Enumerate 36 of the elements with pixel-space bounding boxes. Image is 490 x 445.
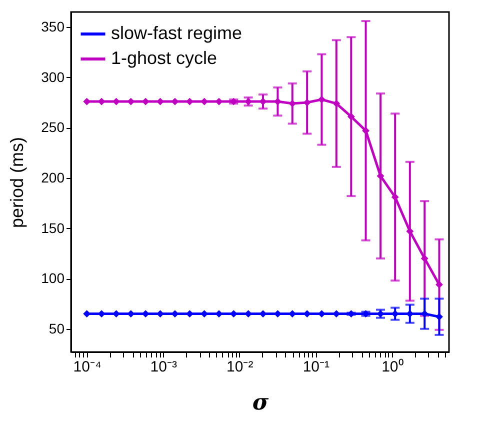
point: [259, 98, 267, 106]
point: [215, 98, 223, 106]
x-tick-label: 10⁻⁴: [73, 358, 102, 376]
point: [112, 310, 120, 318]
y-tick-label: 200: [41, 169, 65, 186]
legend-label: 1-ghost cycle: [111, 48, 218, 68]
point: [98, 98, 106, 106]
x-tick-label: 10⁻¹: [302, 358, 330, 376]
point: [142, 98, 150, 106]
point: [332, 100, 340, 108]
point: [156, 310, 164, 318]
point: [391, 193, 399, 201]
x-tick-label: 10⁰: [382, 358, 404, 376]
point: [376, 172, 384, 180]
point: [420, 254, 428, 262]
x-axis-title: σ: [252, 390, 270, 416]
point: [274, 310, 282, 318]
point: [318, 96, 326, 104]
point: [274, 98, 282, 106]
y-tick-label: 50: [48, 320, 65, 336]
point: [171, 98, 179, 106]
point: [347, 112, 355, 120]
y-tick-label: 100: [41, 270, 65, 286]
point: [436, 280, 443, 288]
point: [436, 313, 443, 320]
point: [406, 228, 414, 235]
x-tick-label: 10⁻³: [150, 358, 177, 376]
y-tick-label: 250: [41, 119, 65, 136]
point: [156, 98, 164, 106]
point: [362, 126, 370, 134]
y-tick-label: 350: [41, 18, 65, 35]
y-axis-title: period (ms): [7, 136, 28, 228]
y-tick-label: 300: [41, 68, 65, 85]
x-tick-label: 10⁻²: [226, 358, 254, 376]
y-tick-label: 150: [41, 220, 65, 236]
legend-label: slow-fast regime: [111, 23, 242, 43]
